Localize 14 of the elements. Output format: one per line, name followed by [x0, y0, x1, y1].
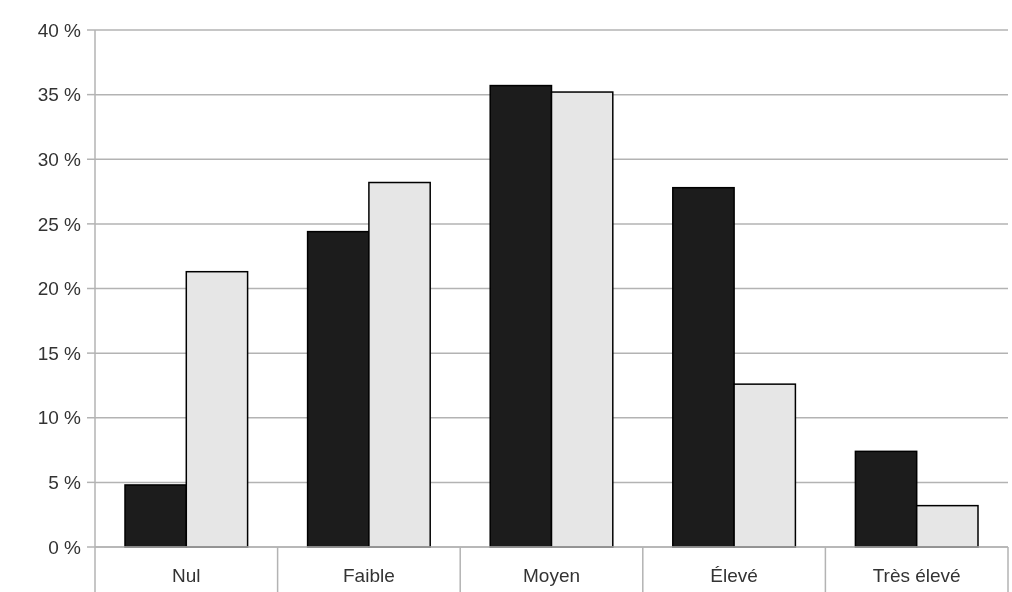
y-tick-label: 25 % — [37, 213, 82, 235]
y-tick-label: 10 % — [37, 407, 82, 429]
x-tick-label: Très élevé — [872, 565, 961, 586]
x-tick-label: Élevé — [710, 565, 758, 586]
y-tick-label: 0 % — [48, 536, 82, 558]
x-tick-label: Faible — [343, 565, 395, 586]
y-tick-label: 15 % — [37, 342, 82, 364]
y-tick-label: 5 % — [48, 472, 82, 494]
x-tick-label: Nul — [172, 565, 201, 586]
y-tick-label: 35 % — [37, 84, 82, 106]
y-tick-label: 30 % — [37, 148, 82, 170]
y-tick-label: 20 % — [37, 278, 82, 300]
x-tick-label: Moyen — [522, 565, 581, 586]
y-tick-label: 40 % — [37, 19, 82, 41]
